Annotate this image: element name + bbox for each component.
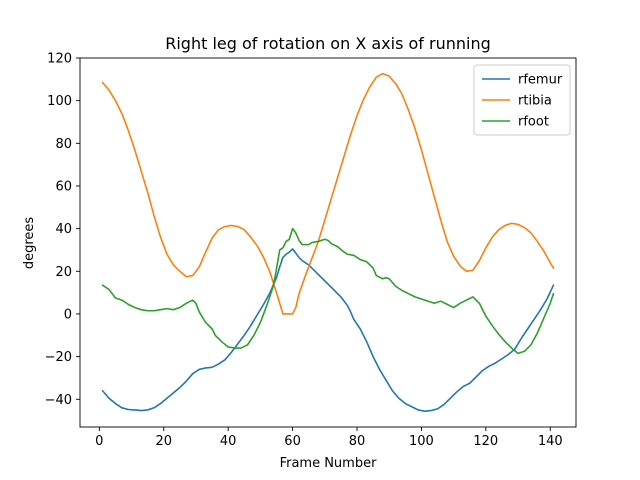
x-tick-label: 140 [538,434,563,449]
x-axis-label: Frame Number [280,456,378,471]
y-tick-label: 0 [64,307,72,322]
y-tick-label: 20 [55,265,72,280]
y-tick-label: 80 [55,137,72,152]
x-tick-label: 100 [409,434,434,449]
y-tick-label: 120 [47,52,72,67]
x-tick-label: 60 [284,434,301,449]
series-line-rfoot [101,227,555,355]
y-tick-label: −40 [45,393,72,408]
legend-box [473,64,571,136]
y-axis-label: degrees [22,217,37,270]
series-line-rfemur [101,248,555,413]
x-tick-label: 20 [155,434,172,449]
legend-label-rfemur: rfemur [518,73,563,88]
legend-label-rfoot: rfoot [518,115,549,130]
legend: rfemur rtibia rfoot [473,64,571,136]
x-tick-label: 40 [220,434,237,449]
x-tick-label: 0 [95,434,103,449]
chart-title: Right leg of rotation on X axis of runni… [165,34,491,53]
y-tick-label: 100 [47,94,72,109]
x-tick-label: 120 [473,434,498,449]
plot-area: 0 20 40 60 80 100 120 140 −40 −20 0 20 40 60 80 100 120 [45,52,577,449]
x-tick-label: 80 [349,434,366,449]
y-tick-label: 60 [55,179,72,194]
legend-label-rtibia: rtibia [518,94,552,109]
axes-frame [79,57,577,428]
y-tick-label: −20 [45,350,72,365]
series-line-rtibia [101,72,555,315]
y-tick-label: 40 [55,222,72,237]
